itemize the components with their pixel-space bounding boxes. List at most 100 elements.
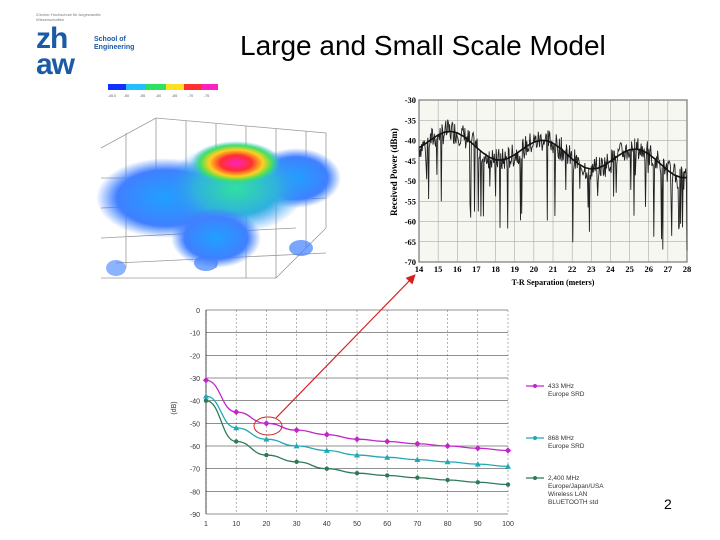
path-loss-point: [354, 471, 360, 476]
highlight-circle: [253, 416, 283, 436]
svg-text:-45.0: -45.0: [108, 94, 116, 98]
path-loss-y-tick: -80: [190, 489, 200, 496]
path-loss-y-tick: -70: [190, 467, 200, 474]
path-loss-y-tick: -50: [190, 421, 200, 428]
path-loss-x-tick: 10: [232, 521, 240, 528]
path-loss-point: [203, 393, 209, 399]
power-y-tick-labels: -30 -35 -40 -45 -50 -55 -60 -65 -70: [405, 95, 416, 267]
power-x-tick: 22: [568, 264, 577, 274]
power-x-tick: 28: [683, 264, 692, 274]
path-loss-y-tick: -90: [190, 512, 200, 519]
power-x-tick: 21: [549, 264, 558, 274]
path-loss-y-tick-labels: 0 -10 -20 -30 -40 -50 -60 -70 -80 -90: [190, 308, 200, 519]
legend-label: 433 MHz Europe SRD: [548, 383, 585, 398]
path-loss-point: [444, 458, 451, 465]
path-loss-point: [294, 459, 299, 465]
color-scale-bar: -45.0 -50 -55 -60 -65 -70 -75: [108, 84, 218, 98]
path-loss-point: [384, 454, 391, 460]
path-loss-grid: [205, 309, 509, 515]
path-loss-point: [293, 443, 300, 449]
path-loss-point: [505, 482, 511, 487]
path-loss-point: [234, 439, 239, 444]
path-loss-y-tick: -60: [190, 444, 200, 451]
path-loss-point: [384, 438, 391, 445]
received-power-chart: -30 -35 -40 -45 -50 -55 -60 -65 -70 14 15 16 17 18 19…: [389, 95, 692, 287]
path-loss-point: [415, 475, 420, 480]
zhaw-logo: Zürcher Hochschule für Angewandte Wissen…: [36, 12, 146, 92]
path-loss-point: [323, 431, 330, 438]
path-loss-y-tick: 0: [196, 308, 200, 315]
power-y-tick: -50: [405, 176, 416, 186]
legend-label: 868 MHz Europe SRD: [548, 435, 585, 450]
path-loss-x-tick: 30: [293, 521, 301, 528]
path-loss-point: [263, 436, 270, 442]
path-loss-x-tick: 40: [323, 521, 331, 528]
path-loss-y-tick: -40: [190, 399, 200, 406]
svg-text:-55: -55: [140, 94, 145, 98]
power-y-tick: -70: [405, 257, 416, 267]
path-loss-point: [203, 398, 209, 403]
logo-tagline: Zürcher Hochschule für Angewandte Wissen…: [36, 12, 101, 22]
path-loss-y-tick: -30: [190, 376, 200, 383]
power-x-tick: 14: [415, 264, 424, 274]
path-loss-x-tick: 50: [353, 521, 361, 528]
path-loss-x-tick: 60: [383, 521, 391, 528]
path-loss-point: [444, 442, 451, 450]
path-loss-x-tick: 1: [204, 521, 208, 528]
path-loss-point: [414, 456, 421, 462]
path-loss-point: [504, 447, 512, 454]
path-loss-point: [414, 440, 421, 447]
legend-swatch-marker: [533, 436, 537, 440]
power-grid: [418, 99, 688, 263]
path-loss-y-axis-unit: (dB): [171, 401, 178, 414]
slide-title: Large and Small Scale Model: [240, 30, 606, 61]
path-loss-point: [233, 408, 240, 416]
power-x-tick: 15: [434, 264, 443, 274]
path-loss-point: [474, 461, 481, 467]
logo-letters-top: zh: [36, 22, 68, 55]
path-loss-point: [233, 424, 240, 431]
building-coverage-heatmap: -45.0 -50 -55 -60 -65 -70 -75: [96, 84, 341, 279]
path-loss-point: [263, 420, 270, 427]
path-loss-x-tick: 90: [474, 521, 482, 528]
page-number: 2: [664, 496, 672, 512]
power-y-tick: -45: [405, 156, 416, 166]
legend-swatch-marker: [533, 476, 537, 480]
path-loss-point: [385, 473, 390, 478]
svg-text:-60: -60: [156, 94, 161, 98]
power-measured-trace: [418, 119, 688, 251]
path-loss-point: [475, 480, 480, 485]
path-loss-point: [354, 452, 360, 458]
power-average-trace: [418, 130, 688, 179]
power-y-tick: -55: [405, 196, 416, 206]
legend-label: 2,400 MHz Europe/Japan/USA Wireless LAN BLU…: [548, 475, 604, 506]
path-loss-point: [293, 427, 300, 434]
path-loss-point: [445, 477, 450, 483]
power-x-tick: 23: [587, 264, 596, 274]
power-x-tick: 26: [644, 264, 653, 274]
power-y-tick: -30: [405, 95, 416, 105]
power-y-tick: -65: [405, 237, 416, 247]
power-x-tick: 18: [491, 264, 500, 274]
power-x-tick-labels: 14 15 16 17 18 19 20 21 22 23 24 25 26 27 28: [415, 264, 692, 274]
svg-text:-75: -75: [204, 94, 209, 98]
power-x-tick: 19: [510, 264, 519, 274]
path-loss-y-tick: -20: [190, 353, 200, 360]
path-loss-x-tick: 100: [502, 521, 514, 528]
logo-school-line2: Engineering: [94, 44, 135, 51]
power-x-tick: 17: [472, 264, 481, 274]
path-loss-x-tick: 70: [414, 521, 422, 528]
power-x-tick: 25: [625, 264, 634, 274]
power-y-tick: -60: [405, 217, 416, 227]
power-x-tick: 24: [606, 264, 615, 274]
path-loss-point: [264, 452, 269, 458]
power-x-tick: 20: [530, 264, 539, 274]
svg-text:-65: -65: [172, 94, 177, 98]
svg-text:-70: -70: [188, 94, 193, 98]
path-loss-point: [324, 466, 329, 471]
path-loss-x-tick: 20: [263, 521, 271, 528]
power-x-tick: 16: [453, 264, 462, 274]
path-loss-point: [353, 436, 361, 443]
path-loss-legend: 433 MHz Europe SRD 868 MHz Europe SRD 2,400 …: [526, 383, 604, 506]
path-loss-chart: 0 -10 -20 -30 -40 -50 -60 -70 -80 -90 1 10 20 30 40 50…: [171, 308, 604, 528]
